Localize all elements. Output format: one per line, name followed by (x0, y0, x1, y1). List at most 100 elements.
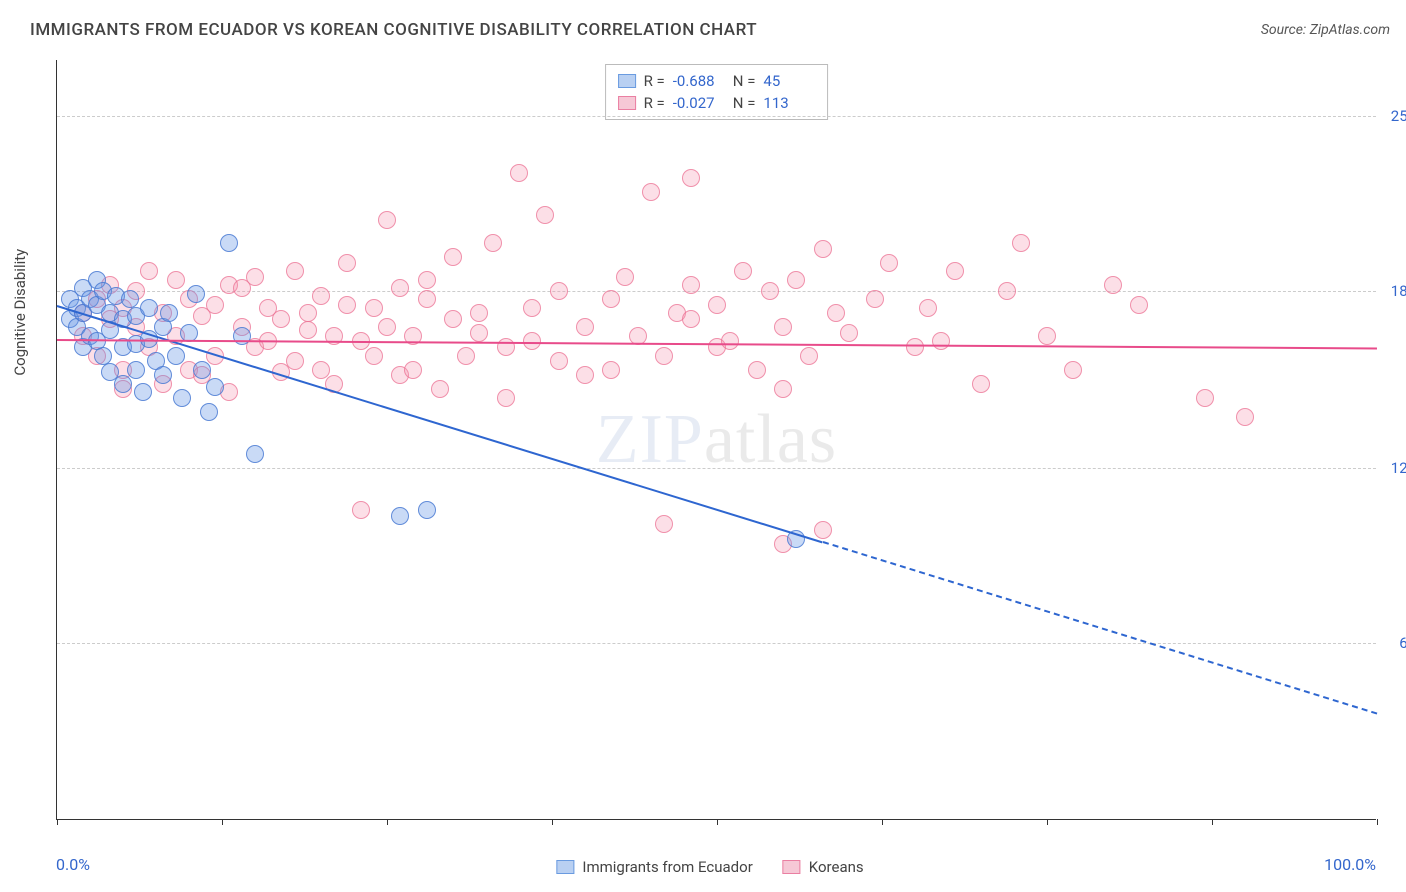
scatter-point (774, 380, 792, 398)
legend-stats: R = -0.688 N = 45 R = -0.027 N = 113 (605, 64, 829, 120)
x-tick-mark (717, 819, 718, 825)
scatter-point (998, 282, 1016, 300)
scatter-point (121, 290, 139, 308)
scatter-point (299, 321, 317, 339)
scatter-point (1104, 276, 1122, 294)
scatter-point (655, 515, 673, 533)
scatter-point (365, 299, 383, 317)
x-tick-mark (222, 819, 223, 825)
scatter-point (127, 361, 145, 379)
scatter-point (167, 271, 185, 289)
scatter-point (642, 183, 660, 201)
scatter-point (338, 296, 356, 314)
scatter-point (682, 310, 700, 328)
legend-swatch-blue (556, 860, 574, 874)
r-label: R = (644, 94, 665, 112)
scatter-point (1236, 408, 1254, 426)
scatter-point (682, 276, 700, 294)
scatter-point (94, 347, 112, 365)
y-tick-label: 25.0% (1391, 107, 1406, 125)
scatter-point (497, 389, 515, 407)
scatter-point (748, 361, 766, 379)
r-value-pink: -0.027 (673, 94, 725, 112)
scatter-point (134, 383, 152, 401)
scatter-point (444, 248, 462, 266)
scatter-point (880, 254, 898, 272)
scatter-point (457, 347, 475, 365)
scatter-point (550, 352, 568, 370)
gridline (57, 116, 1376, 117)
scatter-point (1196, 389, 1214, 407)
scatter-point (800, 347, 818, 365)
scatter-point (470, 324, 488, 342)
x-tick-mark (1047, 819, 1048, 825)
scatter-point (338, 254, 356, 272)
gridline (57, 643, 1376, 644)
scatter-point (814, 521, 832, 539)
scatter-point (391, 507, 409, 525)
scatter-point (655, 347, 673, 365)
x-tick-mark (1212, 819, 1213, 825)
scatter-point (154, 366, 172, 384)
legend-item-pink: Koreans (783, 858, 864, 876)
scatter-point (365, 347, 383, 365)
source-label: Source: ZipAtlas.com (1261, 22, 1390, 38)
x-tick-mark (552, 819, 553, 825)
scatter-point (160, 304, 178, 322)
watermark-atlas: atlas (704, 401, 837, 478)
scatter-point (378, 318, 396, 336)
legend-label-pink: Koreans (809, 858, 864, 876)
scatter-point (602, 290, 620, 308)
scatter-point (206, 378, 224, 396)
x-tick-mark (882, 819, 883, 825)
scatter-point (1064, 361, 1082, 379)
n-label: N = (733, 94, 756, 112)
scatter-point (536, 206, 554, 224)
scatter-point (1130, 296, 1148, 314)
plot-area: ZIPatlas R = -0.688 N = 45 R = -0.027 N … (56, 60, 1376, 820)
scatter-point (206, 296, 224, 314)
scatter-point (510, 164, 528, 182)
watermark-zip: ZIP (596, 401, 704, 478)
scatter-point (418, 271, 436, 289)
x-axis-max-label: 100.0% (1324, 855, 1376, 874)
scatter-point (140, 262, 158, 280)
n-value-pink: 113 (763, 94, 815, 112)
scatter-point (312, 287, 330, 305)
x-axis-min-label: 0.0% (56, 855, 90, 874)
scatter-point (286, 352, 304, 370)
legend-swatch-pink (783, 860, 801, 874)
scatter-point (470, 304, 488, 322)
regression-line (822, 541, 1377, 715)
scatter-point (972, 375, 990, 393)
gridline (57, 291, 1376, 292)
scatter-point (814, 240, 832, 258)
r-label: R = (644, 72, 665, 90)
scatter-point (418, 501, 436, 519)
scatter-point (200, 403, 218, 421)
scatter-point (932, 332, 950, 350)
x-tick-mark (387, 819, 388, 825)
scatter-point (286, 262, 304, 280)
scatter-point (444, 310, 462, 328)
scatter-point (404, 361, 422, 379)
scatter-point (220, 234, 238, 252)
scatter-point (616, 268, 634, 286)
scatter-point (761, 282, 779, 300)
scatter-point (431, 380, 449, 398)
scatter-point (140, 299, 158, 317)
scatter-point (946, 262, 964, 280)
scatter-point (299, 304, 317, 322)
scatter-point (708, 296, 726, 314)
y-tick-label: 6.3% (1399, 634, 1406, 652)
scatter-point (840, 324, 858, 342)
scatter-point (193, 361, 211, 379)
legend-item-blue: Immigrants from Ecuador (556, 858, 752, 876)
scatter-point (418, 290, 436, 308)
scatter-point (352, 501, 370, 519)
r-value-blue: -0.688 (673, 72, 725, 90)
legend-label-blue: Immigrants from Ecuador (582, 858, 752, 876)
scatter-point (576, 318, 594, 336)
scatter-point (1012, 234, 1030, 252)
legend-stats-row: R = -0.027 N = 113 (618, 92, 816, 114)
